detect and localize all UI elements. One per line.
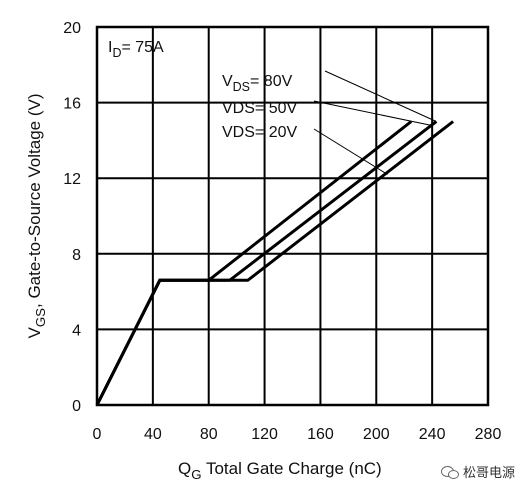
condition-label: ID= 75A bbox=[108, 39, 164, 60]
leader-line bbox=[324, 70, 437, 122]
x-tick-label: 120 bbox=[251, 426, 278, 443]
x-tick-label: 160 bbox=[307, 426, 334, 443]
x-axis-label: QG Total Gate Charge (nC) bbox=[178, 459, 382, 482]
series-line bbox=[95, 120, 455, 406]
y-tick-label: 20 bbox=[63, 20, 81, 37]
plot-frame bbox=[95, 25, 490, 407]
y-tick-label: 0 bbox=[72, 398, 81, 415]
series-label: VDS= 20V bbox=[222, 124, 297, 141]
leader-line bbox=[313, 128, 388, 175]
x-tick-label: 0 bbox=[93, 426, 102, 443]
y-tick-label: 4 bbox=[72, 322, 81, 339]
y-tick-label: 16 bbox=[63, 96, 81, 113]
x-tick-label: 280 bbox=[475, 426, 502, 443]
series-label: VDS= 80V bbox=[222, 73, 293, 94]
x-tick-label: 40 bbox=[144, 426, 162, 443]
y-axis-label: VGS, Gate-to-Source Voltage (V) bbox=[25, 94, 48, 339]
x-tick-label: 80 bbox=[200, 426, 218, 443]
y-tick-label: 8 bbox=[72, 247, 81, 264]
series-line bbox=[95, 120, 438, 406]
x-tick-label: 200 bbox=[363, 426, 390, 443]
wechat-icon bbox=[440, 465, 459, 479]
x-tick-label: 240 bbox=[419, 426, 446, 443]
series-label: VDS= 50V bbox=[222, 100, 297, 117]
y-tick-label: 12 bbox=[63, 171, 81, 188]
watermark-text: 松哥电源 bbox=[462, 465, 515, 480]
leader-line bbox=[313, 100, 431, 126]
watermark: 松哥电源 bbox=[440, 462, 515, 481]
